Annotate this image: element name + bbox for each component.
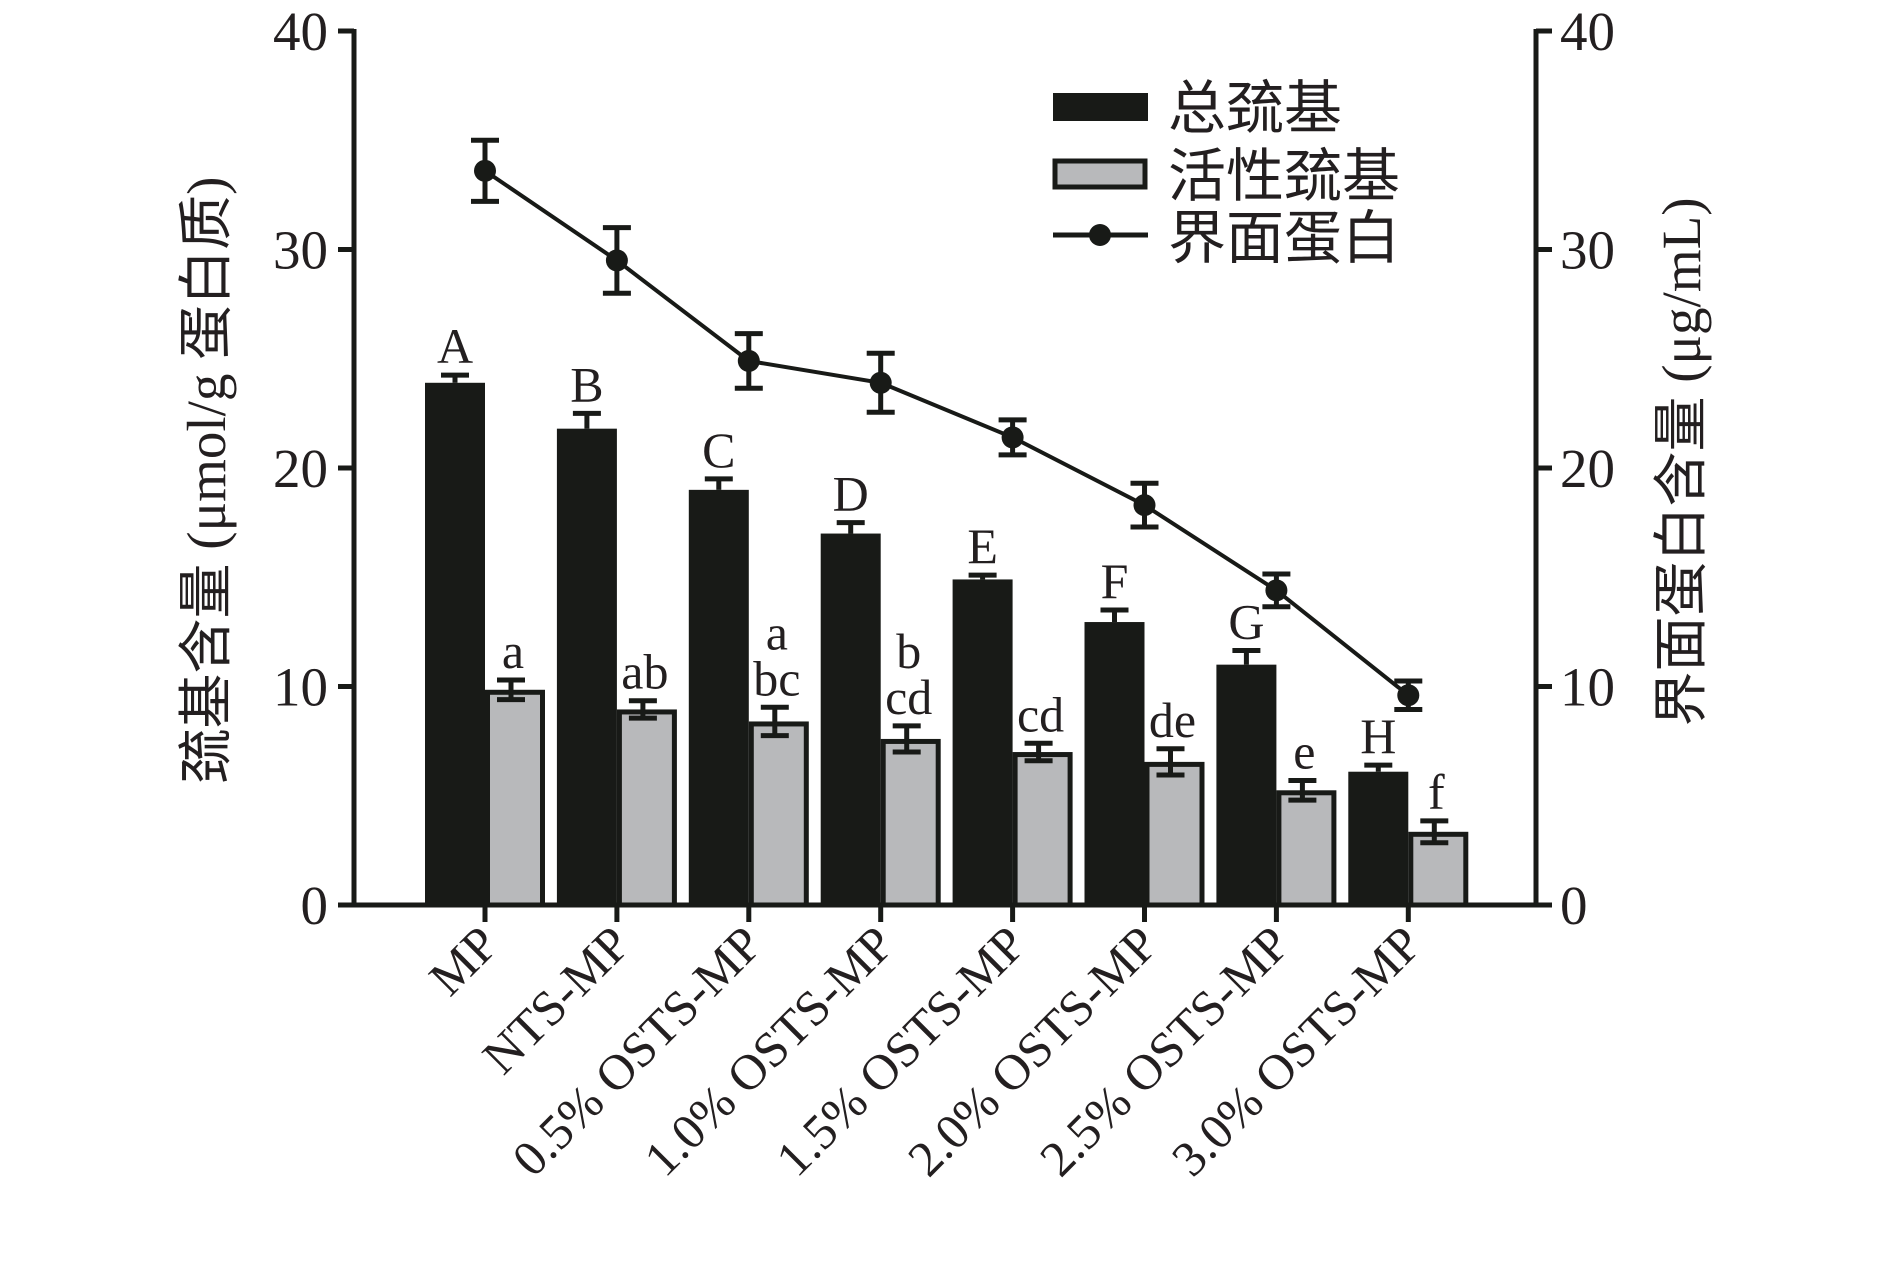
left-y-tick-label: 30 xyxy=(273,220,328,281)
marker-interface-protein xyxy=(1001,426,1024,449)
marker-interface-protein xyxy=(474,159,496,182)
legend-label-interface-protein: 界面蛋白 xyxy=(1168,206,1400,271)
right-y-tick-label: 40 xyxy=(1560,1,1615,62)
significance-label-total-sh: D xyxy=(833,466,869,522)
right-y-tick-label: 20 xyxy=(1560,438,1615,499)
bar-active-sh xyxy=(485,689,545,908)
right-y-tick-label: 10 xyxy=(1560,657,1615,718)
line-interface-protein xyxy=(483,169,1410,697)
legend-swatch-total-sh xyxy=(1053,93,1148,121)
left-y-tick-label: 0 xyxy=(301,875,329,936)
bar-active-sh xyxy=(748,721,809,908)
marker-interface-protein xyxy=(605,249,628,272)
marker-interface-protein xyxy=(869,371,892,394)
left-y-axis-label: 巯基含量 (μmol/g 蛋白质) xyxy=(176,177,237,784)
significance-label-total-sh: E xyxy=(967,518,998,574)
significance-label-total-sh: B xyxy=(570,356,603,412)
significance-label-active-sh: a xyxy=(502,623,524,679)
line-layer xyxy=(471,137,1423,712)
significance-label-active-sh: a xyxy=(766,604,788,660)
bar-active-sh xyxy=(616,709,677,908)
bar-total-sh xyxy=(1348,771,1409,905)
bar-total-sh xyxy=(1084,622,1145,905)
significance-label-active-sh: cd xyxy=(1017,686,1064,742)
significance-label-active-sh: ab xyxy=(621,644,668,700)
significance-label-total-sh: F xyxy=(1101,553,1129,609)
legend-label-total-sh: 总巯基 xyxy=(1168,76,1342,141)
legend-marker-interface-protein xyxy=(1089,224,1111,246)
significance-label-active-sh: e xyxy=(1293,723,1315,779)
significance-label-active-sh: b xyxy=(896,623,921,679)
left-y-tick-label: 40 xyxy=(273,1,328,62)
right-y-axis-label: 界面蛋白含量 (μg/mL) xyxy=(1651,197,1712,726)
error-bars-layer xyxy=(441,372,1449,846)
bar-total-sh xyxy=(1216,664,1277,905)
marker-interface-protein xyxy=(1265,579,1288,602)
bar-total-sh xyxy=(952,579,1013,905)
bar-total-sh xyxy=(425,382,485,905)
bar-total-sh xyxy=(556,428,617,905)
marker-interface-protein xyxy=(1397,684,1420,707)
significance-label-total-sh: C xyxy=(702,422,735,478)
significance-label-active-sh: cd xyxy=(885,669,932,725)
bars-layer xyxy=(425,382,1469,908)
left-y-tick-label: 20 xyxy=(273,438,328,499)
significance-label-active-sh: bc xyxy=(753,650,800,706)
right-y-tick-label: 30 xyxy=(1560,220,1615,281)
x-tick-label: MP xyxy=(418,915,509,1006)
bar-active-sh xyxy=(1144,761,1205,908)
right-y-tick-label: 0 xyxy=(1560,875,1588,936)
bar-active-sh xyxy=(1012,752,1073,908)
left-y-tick-label: 10 xyxy=(273,657,328,718)
legend: 总巯基 活性巯基 界面蛋白 xyxy=(1052,76,1400,271)
significance-label-active-sh: f xyxy=(1428,764,1445,820)
significance-label-total-sh: H xyxy=(1360,708,1396,764)
bar-total-sh xyxy=(688,489,749,905)
significance-label-active-sh: de xyxy=(1149,692,1196,748)
bar-active-sh xyxy=(880,738,941,908)
bar-active-sh xyxy=(1276,790,1337,908)
marker-interface-protein xyxy=(737,349,760,372)
legend-swatch-active-sh xyxy=(1052,158,1148,190)
marker-interface-protein xyxy=(1133,494,1156,517)
bar-total-sh xyxy=(820,533,881,905)
significance-label-total-sh: G xyxy=(1228,593,1264,649)
significance-label-total-sh: A xyxy=(437,318,473,374)
legend-label-active-sh: 活性巯基 xyxy=(1168,144,1400,209)
